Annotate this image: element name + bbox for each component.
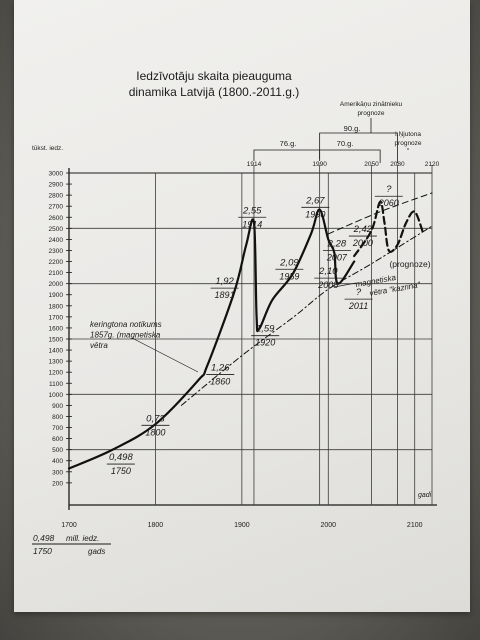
data-label-year: 2011 [348,301,368,311]
annotation-storm-left-line: vētra [90,341,108,350]
y-tick-label: 1200 [49,370,64,377]
y-tick-label: 900 [52,403,63,410]
data-label-value: 2,10 [318,266,338,277]
y-tick-label: 2000 [49,281,64,288]
x-tick-label-bottom: 1700 [61,522,77,529]
y-tick-label: 400 [52,458,63,465]
y-tick-label: 800 [52,414,63,421]
data-label-value: 1,26 [211,362,230,373]
data-label-value: ? [356,287,362,298]
data-label-year: 1800 [145,427,165,437]
data-label-year: 1914 [242,219,262,229]
data-label-year: 1920 [255,338,275,348]
y-tick-label: 1400 [49,348,64,355]
y-tick-label: 1700 [49,314,64,321]
annotation-span-90: 90.g. [344,124,361,133]
y-tick-label: 300 [52,469,63,476]
corner-label-year-unit: gads [88,547,105,556]
bracket-70-years [319,149,381,163]
data-label-year: 1959 [279,271,299,281]
x-tick-label-bottom: 2100 [407,522,423,529]
bracket-76-years [253,149,321,161]
annotation-storm-left-line: 1857g. (magnetiska [90,331,161,340]
series-line-dashed-thin [327,192,433,235]
corner-label-year: 1750 [33,546,52,556]
y-tick-label: 600 [52,436,63,443]
y-tick-label: 3000 [49,171,64,178]
data-label-value: 1,59 [256,324,275,335]
y-tick-label: 1000 [49,392,64,399]
chart-title-line-2: dinamika Latvijā (1800.-2011.g.) [129,85,300,99]
corner-label-value: 0,498 [33,533,55,543]
data-label-year: 2008 [317,280,338,290]
y-tick-label: 2400 [49,237,64,244]
annotation-newton-line-1: I.Ņjutona [395,131,421,138]
y-tick-label: 1500 [49,337,64,344]
y-tick-label: 1600 [49,325,64,332]
x-tick-label-top: 2080 [390,161,405,168]
data-label-value: 0,73 [146,413,165,424]
y-tick-label: 1800 [49,303,64,310]
data-label-value: 2,28 [327,238,347,249]
y-axis-title: tūkst. iedz. [32,145,63,152]
data-label-year: 2060 [378,198,399,208]
data-label-year: 1750 [111,466,131,476]
y-tick-label: 1900 [49,292,64,299]
x-tick-label-bottom: 1900 [234,522,250,529]
data-label-year: 1891 [215,290,235,300]
y-tick-label: 200 [52,480,63,487]
data-label-value: 0,498 [109,452,133,463]
annotation-american-line-2: prognoze [357,110,384,117]
x-tick-label-bottom: 2000 [320,522,336,529]
annotation-storm-left-line: keringtona notikums [90,320,162,329]
y-tick-label: 2200 [49,259,64,266]
x-tick-label-top: 1990 [312,161,327,168]
x-tick-label-bottom: 1800 [148,522,164,529]
chart-title-line-1: Iedzīvotāju skaita pieauguma [136,69,292,83]
data-label-value: 2,55 [242,205,262,216]
y-tick-label: 1300 [49,359,64,366]
annotation-span-76: 76.g. [280,139,297,148]
corner-label-unit: mill. iedz. [66,534,99,543]
annotation-storm-right-leader [333,282,357,288]
y-tick-label: 2300 [49,248,64,255]
y-tick-label: 2500 [49,226,64,233]
data-label-value: 1,92 [215,276,234,287]
data-label-value: 2,67 [305,195,325,206]
data-label-value: 2,42 [353,224,373,235]
x-tick-label-top: 1914 [247,161,262,168]
data-label-value: ? [386,184,392,195]
x-tick-label-top: 2120 [425,161,440,168]
bracket-90-years [319,132,398,163]
data-label-year: 1990 [305,209,325,219]
data-label-year: 1860 [210,376,230,386]
y-tick-label: 2600 [49,215,64,222]
series-line-solid [67,208,356,470]
x-tick-label-top: 2050 [364,161,379,168]
y-tick-label: 700 [52,425,63,432]
y-tick-label: 500 [52,447,63,454]
y-tick-label: 2900 [49,182,64,189]
annotation-storm-left-leader [131,337,199,373]
data-label-year: 2000 [352,238,373,248]
annotation-newton-line-2: prognoze [394,140,421,147]
y-tick-label: 2800 [49,193,64,200]
annotation-prognosis: (prognoze) [389,259,430,269]
data-label-value: 2,09 [279,257,299,268]
x-axis-title: gadi [418,492,432,499]
y-tick-label: 2100 [49,270,64,277]
data-label-year: 2007 [326,252,348,262]
series-line-dashed [353,200,425,258]
y-tick-label: 1100 [49,381,63,388]
y-tick-label: 2700 [49,204,64,211]
annotation-american-line-1: Amerikāņu zinātnieku [340,101,403,108]
series-line-dash-dot [180,225,433,406]
annotation-span-70: 70.g. [337,139,354,148]
